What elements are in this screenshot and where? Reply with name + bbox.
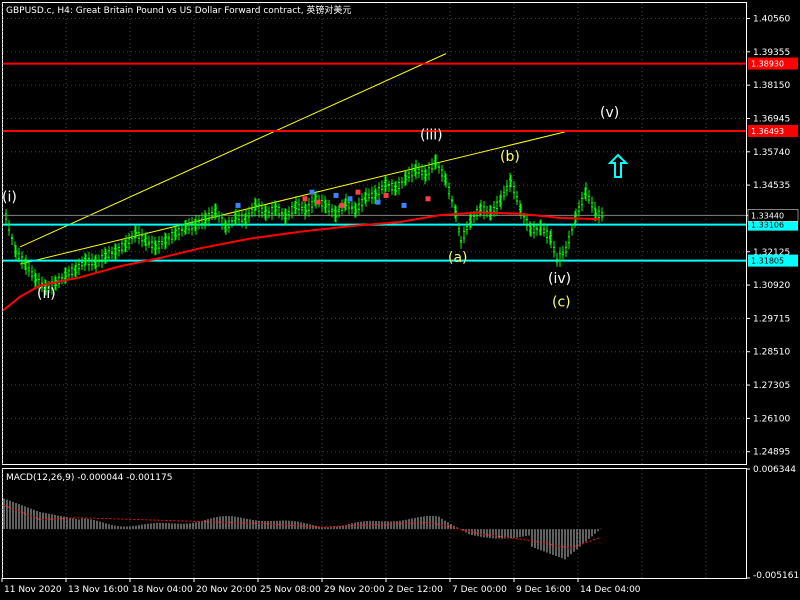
price-tick-label: 1.39355	[753, 48, 790, 58]
up-arrow-shape	[607, 153, 629, 178]
time-tick-label: 13 Nov 16:00	[68, 585, 129, 595]
trade-marker	[315, 199, 321, 205]
macd-indicator: 0.006344 -0.005161	[3, 465, 799, 581]
price-tick-label: 1.26100	[753, 414, 790, 424]
price-level-label: 1.31805	[751, 257, 784, 266]
macd-tick-label: 0.006344	[753, 465, 796, 475]
macd-tick-label: -0.005161	[753, 571, 799, 581]
price-label-boxes: 1.38930 1.36493 1.33106 1.31805 1.33440	[747, 57, 799, 267]
trade-marker	[347, 196, 353, 202]
trade-marker	[401, 202, 407, 208]
trade-marker	[355, 189, 361, 195]
price-tick-label: 1.30920	[753, 281, 790, 291]
time-tick-label: 14 Dec 04:00	[580, 585, 641, 595]
wave-label: (iv)	[548, 271, 571, 287]
time-tick-label: 9 Dec 16:00	[516, 585, 571, 595]
price-tick-label: 1.27305	[753, 381, 790, 391]
wave-label: (iii)	[420, 128, 443, 144]
time-tick-label: 11 Nov 2020	[4, 585, 62, 595]
price-level-label: 1.33106	[751, 221, 784, 230]
time-axis: 11 Nov 2020 13 Nov 16:00 18 Nov 04:00 20 No…	[1, 578, 641, 595]
price-tick-label: 1.40560	[753, 14, 790, 24]
price-tick-label: 1.38150	[753, 81, 790, 91]
channel-upper-line	[19, 53, 447, 248]
horizontal-price-lines[interactable]	[3, 62, 746, 262]
macd-label: MACD(12,26,9) -0.000044 -0.001175	[6, 473, 172, 483]
price-tick-label: 1.35740	[753, 148, 790, 158]
macd-plot-frame	[2, 468, 747, 579]
trade-marker	[235, 202, 241, 208]
wave-label: (ii)	[37, 286, 56, 302]
trade-marker	[425, 196, 431, 202]
price-level-label: 1.36493	[751, 127, 784, 136]
trade-marker	[339, 202, 345, 208]
price-level-label: 1.38930	[751, 60, 784, 69]
price-candles	[5, 153, 603, 296]
up-arrow-icon	[607, 153, 629, 178]
wave-label: (a)	[448, 250, 468, 266]
wave-label: (c)	[552, 294, 571, 310]
price-axis: 1.40560 1.39355 1.38150 1.36945 1.35740 1.345…	[746, 14, 790, 458]
moving-average-path	[2, 211, 601, 312]
price-tick-label: 1.32125	[753, 248, 790, 258]
wave-label: (b)	[500, 149, 520, 165]
main-plot-frame	[2, 2, 747, 465]
grid	[1, 3, 746, 578]
trade-marker	[309, 189, 315, 195]
current-price-box	[747, 209, 799, 222]
time-tick-label: 29 Nov 20:00	[324, 585, 385, 595]
time-tick-label: 18 Nov 04:00	[132, 585, 193, 595]
price-tick-label: 1.24895	[753, 448, 790, 458]
price-tick-label: 1.29715	[753, 314, 790, 324]
time-tick-label: 25 Nov 08:00	[260, 585, 321, 595]
current-price-label: 1.33440	[751, 211, 784, 220]
trend-channel	[19, 53, 566, 265]
price-level-box	[748, 57, 798, 70]
price-level-box	[748, 254, 798, 267]
trade-marker	[375, 199, 381, 205]
chart-title: GBPUSD.c, H4: Great Britain Pound vs US …	[6, 4, 351, 16]
price-tick-label: 1.28510	[753, 348, 790, 358]
trade-marker	[302, 196, 308, 202]
elliott-wave-labels: (i) (ii) (iii) (iv) (v) (a) (b) (c)	[2, 105, 619, 310]
trade-marker	[383, 192, 389, 198]
price-tick-label: 1.36945	[753, 114, 790, 124]
trade-markers	[235, 189, 431, 208]
time-tick-label: 2 Dec 12:00	[388, 585, 443, 595]
time-tick-label: 7 Dec 00:00	[452, 585, 507, 595]
trade-marker	[333, 192, 339, 198]
moving-average-line	[2, 211, 601, 312]
price-level-box	[748, 124, 798, 137]
wave-label: (i)	[2, 189, 17, 205]
wave-label: (v)	[600, 105, 619, 121]
price-tick-label: 1.34535	[753, 181, 790, 191]
time-tick-label: 20 Nov 20:00	[196, 585, 257, 595]
channel-lower-line	[19, 131, 566, 265]
